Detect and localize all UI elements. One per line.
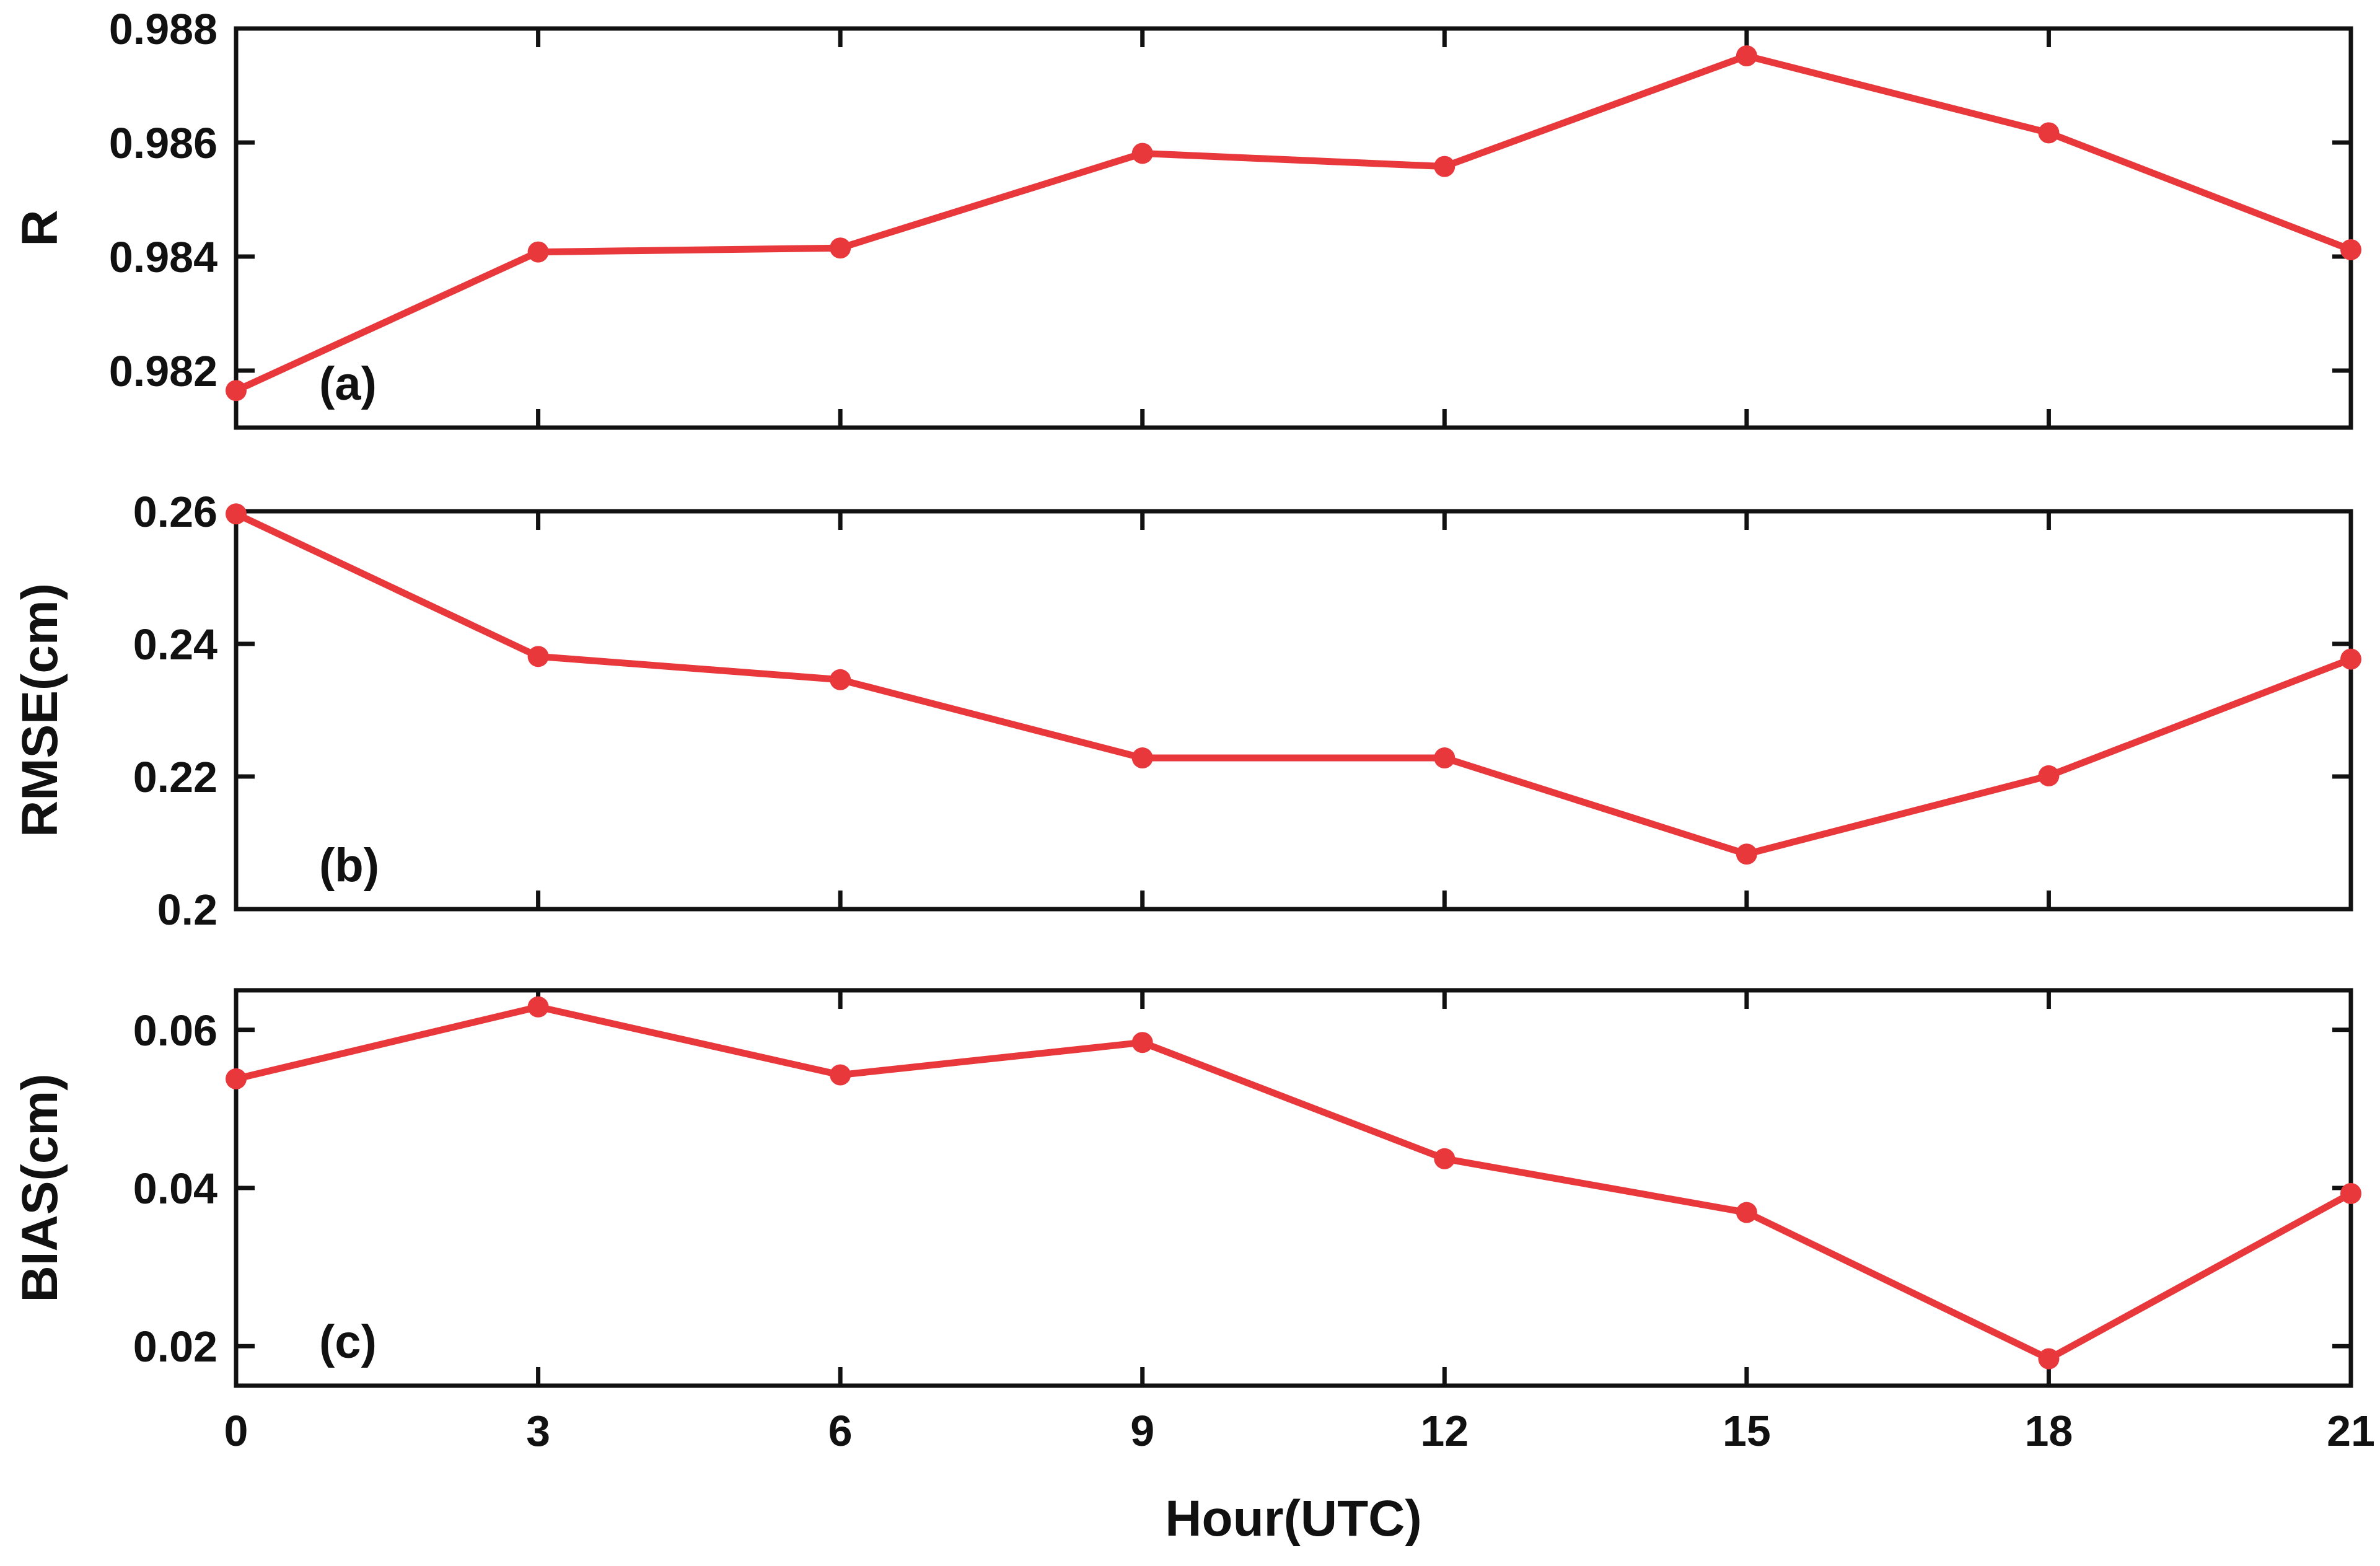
panel-1-axes-box	[234, 26, 2353, 430]
x-tick-label: 0	[224, 1407, 248, 1455]
panel-3-data-point	[1736, 1202, 1757, 1223]
panel-3-series-line	[232, 1003, 2355, 1363]
panel-3-data-point	[2340, 1182, 2361, 1204]
panel-3-y-tick-label: 0.06	[133, 1006, 217, 1055]
panel-3-data-point	[226, 1068, 247, 1089]
panel-3-data-point	[1131, 1032, 1153, 1054]
panel-1-label: (a)	[319, 358, 377, 410]
panel-1-data-point	[830, 237, 851, 259]
panel-2-data-point	[1736, 843, 1757, 865]
panel-2-data-point	[830, 669, 851, 690]
panel-1-data-point	[527, 241, 549, 263]
panel-3-y-tick-label: 0.04	[133, 1164, 217, 1213]
panel-2-data-point	[527, 646, 549, 667]
panel-2-y-tick-label: 0.26	[133, 488, 217, 536]
panel-3-data-point	[2038, 1348, 2060, 1370]
x-tick-label: 12	[1420, 1407, 1469, 1455]
panel-2-data-point	[2038, 765, 2060, 786]
panel-2-y-tick-label: 0.22	[133, 753, 217, 801]
panel-1-data-point	[1736, 45, 1757, 67]
panel-2-data-point	[226, 503, 247, 525]
panel-1-data-point	[2038, 122, 2060, 144]
panel-2-label: (b)	[319, 839, 379, 892]
panel-3-data-point	[830, 1064, 851, 1086]
panel-1-data-point	[226, 380, 247, 402]
panel-3-y-tick-label: 0.02	[133, 1322, 217, 1371]
x-tick-label: 6	[828, 1407, 853, 1455]
panel-1-y-tick-label: 0.982	[109, 347, 217, 395]
panel-2-data-point	[1434, 747, 1456, 769]
panel-3-y-axis-label: BIAS(cm)	[12, 1073, 68, 1302]
panel-1-y-axis-label: R	[12, 209, 68, 246]
panel-1-series-line	[232, 52, 2355, 394]
panel-2-y-tick-label: 0.24	[133, 620, 217, 669]
panel-2-y-tick-label: 0.2	[157, 886, 217, 934]
x-tick-label: 18	[2024, 1407, 2073, 1455]
x-tick-label: 21	[2327, 1407, 2375, 1455]
panel-2-axes-box	[234, 509, 2353, 912]
x-tick-label: 15	[1723, 1407, 1771, 1455]
x-axis-label: Hour(UTC)	[1165, 1490, 1421, 1547]
panel-1-y-tick-label: 0.984	[109, 233, 217, 281]
panel-2-data-point	[2340, 648, 2361, 670]
panel-2-series-line	[232, 510, 2355, 858]
panel-1-data-point	[1434, 156, 1456, 177]
x-tick-label: 9	[1130, 1407, 1154, 1455]
panel-1-data-point	[2340, 239, 2361, 260]
panel-3-data-point	[1434, 1148, 1456, 1169]
panel-1-data-point	[1131, 143, 1153, 164]
panel-3-label: (c)	[319, 1316, 377, 1368]
panel-2-y-axis-label: RMSE(cm)	[12, 583, 68, 837]
panel-1-y-tick-label: 0.988	[109, 5, 217, 53]
x-tick-label: 3	[526, 1407, 550, 1455]
panel-3-axes-box	[234, 988, 2353, 1388]
panel-1-y-tick-label: 0.986	[109, 119, 217, 167]
panel-3-data-point	[527, 996, 549, 1018]
panel-2-data-point	[1131, 747, 1153, 769]
